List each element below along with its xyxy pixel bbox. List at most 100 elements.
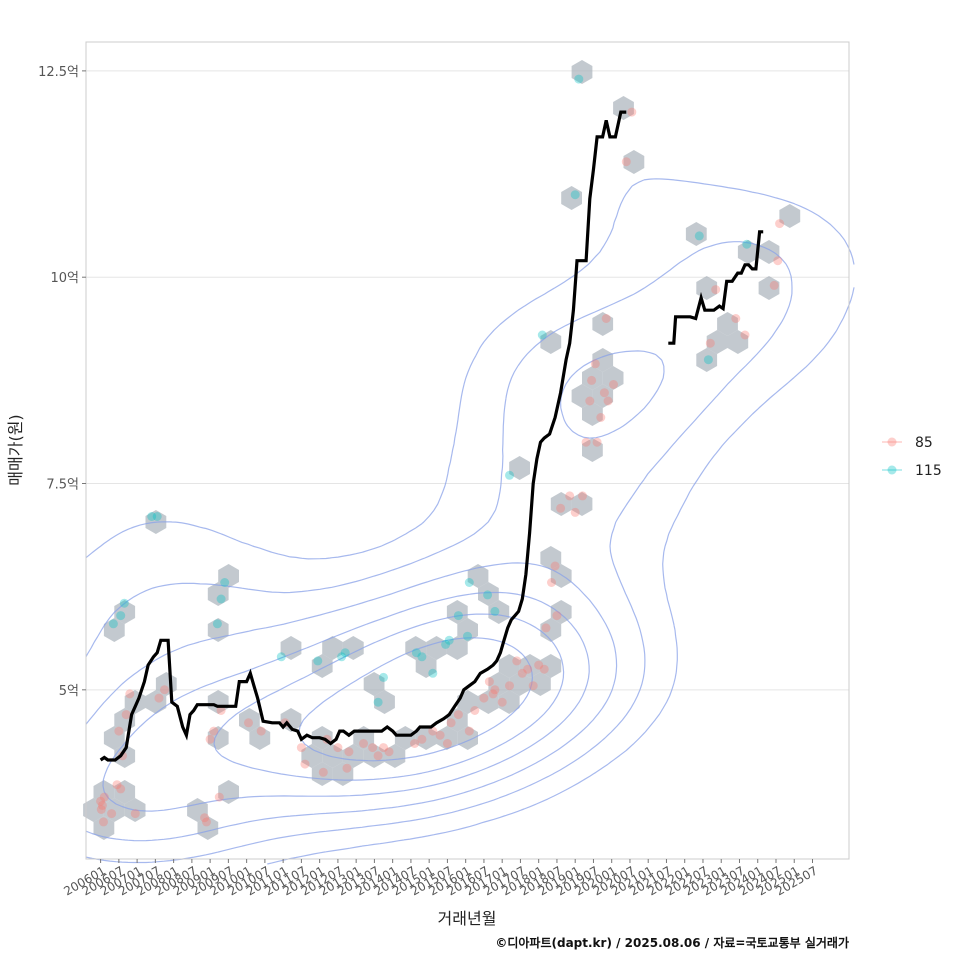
data-point-85 xyxy=(497,697,507,707)
hexbin-cell xyxy=(540,618,562,642)
data-point-85 xyxy=(578,491,587,501)
hexbin-cell xyxy=(540,330,562,354)
data-point-115 xyxy=(313,656,323,666)
hexbin-cell xyxy=(540,546,562,570)
data-point-85 xyxy=(202,817,211,827)
hexbin-cell xyxy=(301,744,323,768)
hexbin-cell xyxy=(363,744,385,768)
y-axis: 5억 7.5억 10억 12.5억 xyxy=(38,65,86,699)
hexbin-cell xyxy=(550,600,572,624)
hexbin-cell xyxy=(342,636,364,660)
data-point-85 xyxy=(410,739,420,748)
hexbin-cell xyxy=(311,654,333,678)
legend: 85 115 xyxy=(882,435,942,479)
data-point-85 xyxy=(769,280,779,290)
y-tick-label: 7.5억 xyxy=(46,478,79,493)
data-point-85 xyxy=(114,726,124,736)
hexbin-cell xyxy=(394,726,416,750)
data-point-115 xyxy=(147,512,157,521)
data-point-85 xyxy=(107,809,117,819)
trend-segment xyxy=(99,110,627,762)
data-point-85 xyxy=(539,664,549,674)
hexbin-cell xyxy=(540,654,562,678)
density-contour xyxy=(102,591,590,812)
data-point-85 xyxy=(446,718,456,728)
data-point-85 xyxy=(384,747,394,757)
data-point-85 xyxy=(125,689,135,699)
legend-item-85: 85 xyxy=(882,435,933,451)
hexbin-cell xyxy=(187,798,208,822)
data-point-85 xyxy=(442,739,452,748)
data-point-85 xyxy=(621,157,631,167)
hexbin-cell xyxy=(561,186,582,210)
legend-label-115: 115 xyxy=(915,463,942,479)
hexbin-cell xyxy=(415,726,437,750)
data-point-115 xyxy=(490,606,500,616)
data-point-85 xyxy=(99,792,109,802)
x-axis-title: 거래년월 xyxy=(438,909,497,928)
hexbin-cell xyxy=(613,96,634,120)
data-point-85 xyxy=(112,780,122,790)
hexbin-cell xyxy=(384,744,406,768)
hexbin-cell xyxy=(197,816,219,840)
hexbin-cell xyxy=(582,438,603,462)
hexbin-cell xyxy=(467,564,489,588)
hexbin-cell xyxy=(446,636,468,660)
data-point-115 xyxy=(444,635,454,645)
data-point-85 xyxy=(523,664,533,674)
hexbin-cell xyxy=(592,312,614,336)
hexbin-cell xyxy=(592,384,614,408)
data-point-85 xyxy=(528,681,538,691)
trend-line xyxy=(99,110,764,762)
data-point-85 xyxy=(368,743,378,753)
data-point-85 xyxy=(590,359,600,369)
density-contours xyxy=(85,178,855,865)
data-point-85 xyxy=(552,611,562,621)
data-point-85 xyxy=(484,677,494,687)
data-point-85 xyxy=(592,437,602,447)
hexbin-cell xyxy=(509,456,530,480)
data-point-85 xyxy=(601,314,611,323)
data-point-115 xyxy=(694,231,704,241)
hexbin-cell xyxy=(758,276,780,300)
data-point-85 xyxy=(435,730,445,740)
density-contour xyxy=(85,241,793,864)
legend-key-85 xyxy=(887,437,897,447)
legend-key-115 xyxy=(887,465,897,475)
data-point-115 xyxy=(570,190,580,200)
data-point-85 xyxy=(121,710,131,720)
data-point-115 xyxy=(212,619,222,629)
data-point-85 xyxy=(96,805,106,814)
hexbin-cell xyxy=(550,492,572,516)
panel-border xyxy=(85,41,850,860)
data-point-85 xyxy=(581,437,591,447)
data-point-115 xyxy=(537,330,547,340)
hexbin-cell xyxy=(280,636,302,660)
data-point-115 xyxy=(276,652,286,662)
hexbin-cell xyxy=(592,348,614,372)
hexbin-cell xyxy=(623,150,645,174)
data-point-85 xyxy=(534,660,544,670)
hexbin-cell xyxy=(530,672,551,696)
data-point-115 xyxy=(464,578,474,587)
data-point-115 xyxy=(373,697,383,707)
data-point-85 xyxy=(585,396,595,406)
data-point-85 xyxy=(488,689,498,699)
data-point-85 xyxy=(775,219,785,229)
data-point-85 xyxy=(599,388,609,398)
hexbin-cell xyxy=(103,618,125,642)
hexbin-cell xyxy=(758,240,780,264)
data-point-85 xyxy=(154,693,164,703)
data-point-115 xyxy=(574,74,584,84)
data-point-85 xyxy=(773,256,783,266)
data-point-115 xyxy=(108,619,118,629)
data-point-85 xyxy=(116,784,126,794)
data-point-85 xyxy=(256,726,266,736)
hexbin-cell xyxy=(727,330,749,354)
data-point-85 xyxy=(565,491,575,501)
data-point-85 xyxy=(97,800,107,810)
hexbin-cell xyxy=(498,654,520,678)
data-point-85 xyxy=(428,726,438,736)
hexbin-cell xyxy=(571,384,593,408)
hexbin-cell xyxy=(103,798,125,822)
